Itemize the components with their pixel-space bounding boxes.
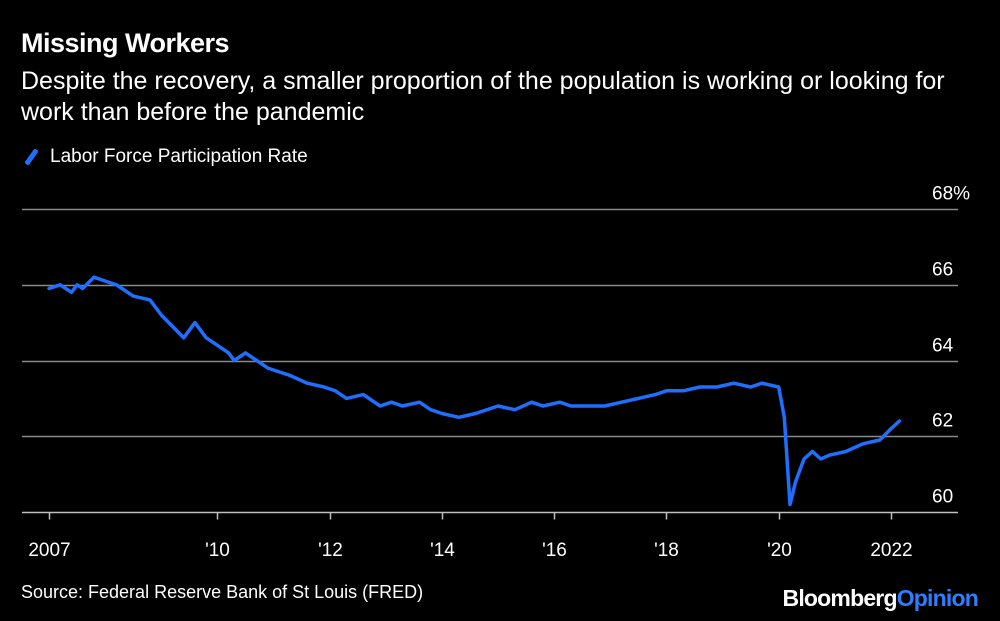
x-tick-label-2014: '14 [430, 540, 455, 561]
x-tick-label-2020: '20 [767, 540, 792, 561]
chart-subtitle: Despite the recovery, a smaller proporti… [21, 67, 945, 126]
brand-part-2: Opinion [896, 585, 979, 611]
legend: Labor Force Participation Rate [21, 146, 308, 168]
series-line-0 [47, 275, 902, 507]
y-tick-label-60: 60 [932, 487, 953, 508]
x-tick-label-2010: '10 [205, 540, 230, 561]
brand-logo: BloombergOpinion [782, 585, 979, 612]
x-tick-label-2022: 2022 [870, 540, 912, 561]
chart-title: Missing Workers [21, 28, 230, 58]
x-tick-label-2018: '18 [654, 540, 679, 561]
source-note: Source: Federal Reserve Bank of St Louis… [21, 582, 424, 602]
y-tick-label-68: 68% [932, 184, 970, 205]
x-tick-label-2016: '16 [542, 540, 567, 561]
x-tick-label-2012: '12 [318, 540, 343, 561]
y-tick-label-64: 64 [932, 336, 954, 357]
y-tick-label-66: 66 [932, 260, 953, 281]
x-tick-label-2007: 2007 [28, 540, 70, 561]
brand-part-1: Bloomberg [782, 585, 898, 611]
legend-label: Labor Force Participation Rate [50, 146, 308, 167]
y-tick-label-62: 62 [932, 411, 953, 432]
